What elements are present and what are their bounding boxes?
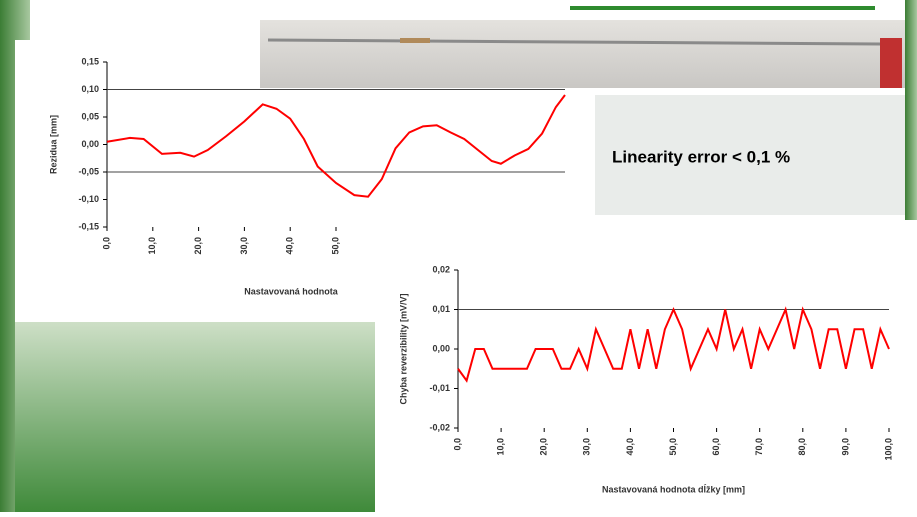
x-tick-label: 10,0 (147, 237, 157, 255)
x-tick-label: 40,0 (285, 237, 295, 255)
callout-text: Linearity error < 0,1 % (612, 147, 790, 166)
x-tick-label: 50,0 (668, 438, 678, 456)
x-tick-label: 40,0 (625, 438, 635, 456)
x-tick-label: 20,0 (193, 237, 203, 255)
y-tick-label: 0,02 (432, 264, 450, 274)
photo (260, 20, 905, 88)
photo-ring (400, 38, 430, 43)
y-tick-label: -0,05 (78, 166, 99, 176)
y-tick-label: 0,05 (81, 111, 99, 121)
x-tick-label: 100,0 (883, 438, 893, 461)
x-tick-label: 60,0 (711, 438, 721, 456)
y-axis-label: Chyba reverzibility [mV/V] (398, 293, 408, 404)
chart-panel (375, 255, 905, 507)
green-block (15, 320, 375, 512)
y-tick-label: 0,00 (81, 139, 99, 149)
y-tick-label: -0,15 (78, 221, 99, 231)
x-axis-label: Nastavovaná hodnota (244, 286, 339, 296)
x-tick-label: 30,0 (582, 438, 592, 456)
x-tick-label: 0,0 (452, 438, 462, 451)
x-tick-label: 70,0 (754, 438, 764, 456)
slide: Linearity error < 0,1 % 0,150,100,050,00… (0, 0, 917, 512)
y-tick-label: -0,01 (429, 383, 450, 393)
x-tick-label: 20,0 (539, 438, 549, 456)
side-band-right (905, 0, 917, 220)
x-tick-label: 50,0 (330, 237, 340, 255)
photo-connector (880, 38, 902, 88)
y-tick-label: 0,01 (432, 304, 450, 314)
x-tick-label: 90,0 (840, 438, 850, 456)
x-axis-label: Nastavovaná hodnota dĺžky [mm] (602, 483, 745, 494)
y-tick-label: -0,10 (78, 194, 99, 204)
x-tick-label: 30,0 (239, 237, 249, 255)
x-tick-label: 10,0 (495, 438, 505, 456)
page: Linearity error < 0,1 % 0,150,100,050,00… (0, 0, 917, 512)
y-axis-label: Rezidua [mm] (48, 115, 58, 174)
x-tick-label: 0,0 (101, 237, 111, 250)
y-tick-label: -0,02 (429, 422, 450, 432)
x-tick-label: 80,0 (797, 438, 807, 456)
y-tick-label: 0,00 (432, 343, 450, 353)
y-tick-label: 0,15 (81, 56, 99, 66)
y-tick-label: 0,10 (81, 84, 99, 94)
